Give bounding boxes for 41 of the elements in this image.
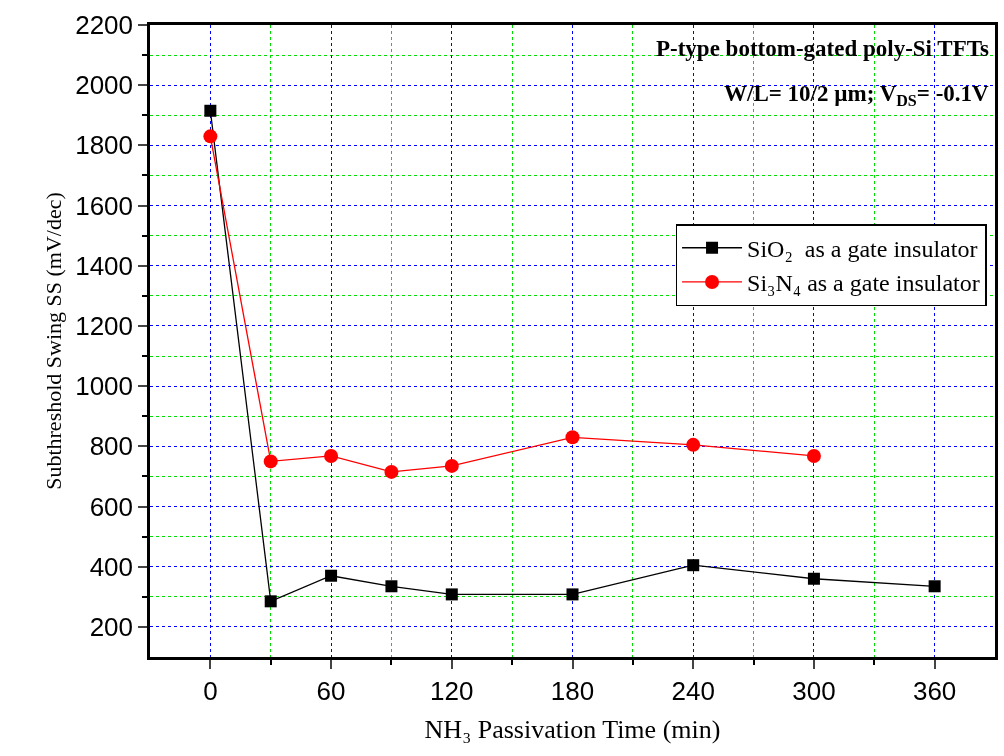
legend-label: Si₃N₄ as a gate insulator xyxy=(747,270,980,297)
y-tick-label: 600 xyxy=(89,491,134,522)
y-tick-label: 1200 xyxy=(75,311,134,342)
y-tick-label: 800 xyxy=(89,431,134,462)
point xyxy=(384,464,399,479)
x-tick-label: 60 xyxy=(316,675,346,706)
x-tick-label: 180 xyxy=(550,675,595,706)
point xyxy=(928,580,941,593)
y-axis-title: Subthreshold Swing SS (mV/dec) xyxy=(41,192,67,490)
point xyxy=(203,129,218,144)
x-tick-label: 120 xyxy=(430,675,474,706)
point xyxy=(566,588,579,601)
point xyxy=(445,588,458,601)
x-tick-label: 300 xyxy=(792,675,836,706)
point xyxy=(687,559,700,572)
y-tick-label: 1000 xyxy=(75,371,134,402)
point xyxy=(565,430,580,445)
point xyxy=(806,448,821,463)
point xyxy=(385,580,398,593)
x-axis-title: NH₃ Passivation Time (min) xyxy=(424,714,721,744)
point xyxy=(204,104,217,117)
y-tick-label: 400 xyxy=(89,551,134,582)
x-tick-label: 0 xyxy=(203,675,218,706)
point xyxy=(686,437,701,452)
y-tick-label: 1800 xyxy=(75,130,134,161)
point xyxy=(444,458,459,473)
y-tick-label: 1400 xyxy=(75,250,134,281)
y-tick-label: 2200 xyxy=(75,10,134,41)
x-tick-label: 360 xyxy=(912,675,957,706)
point xyxy=(264,595,277,608)
y-tick-label: 2000 xyxy=(75,70,134,101)
point xyxy=(807,572,820,585)
y-tick-label: 200 xyxy=(89,612,134,642)
x-tick-label: 240 xyxy=(671,675,715,706)
annotation: W/L= 10/2 µm; V$_{DS}$= -0.1V xyxy=(724,81,990,109)
y-tick-label: 1600 xyxy=(75,190,134,221)
annotation: P-type bottom-gated poly-Si TFTs xyxy=(656,36,989,61)
point xyxy=(263,454,278,469)
legend-label: SiO₂ as a gate insulator xyxy=(747,236,978,263)
point xyxy=(325,569,338,582)
point xyxy=(324,448,339,463)
